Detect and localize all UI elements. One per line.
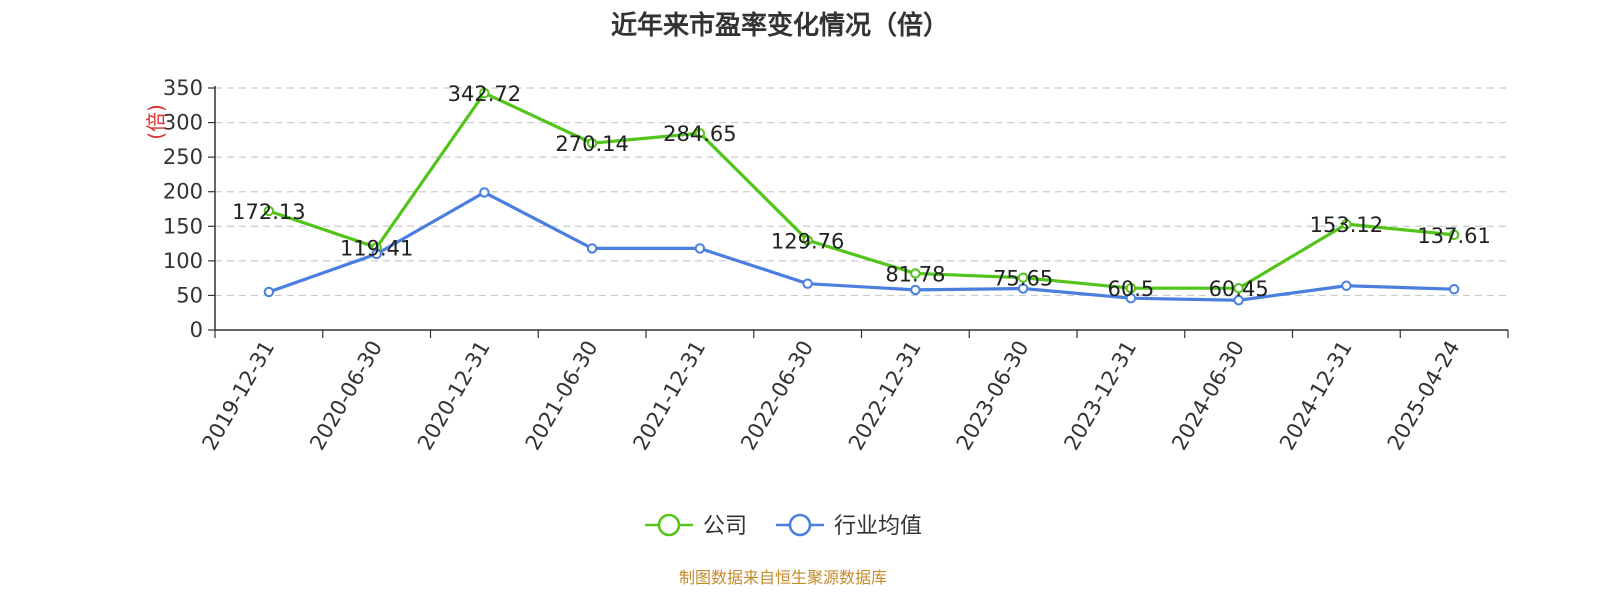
grid-lines bbox=[215, 87, 1508, 297]
series-line-0 bbox=[268, 91, 1455, 290]
legend-label: 公司 bbox=[703, 514, 747, 539]
x-tick-label: 2021-06-30 bbox=[521, 337, 603, 455]
legend-label: 行业均值 bbox=[834, 514, 922, 539]
data-point[interactable] bbox=[586, 138, 598, 149]
y-tick-label: 200 bbox=[163, 180, 203, 204]
data-point[interactable] bbox=[802, 278, 813, 289]
data-label: 60.5 bbox=[1107, 277, 1154, 301]
data-point[interactable] bbox=[1017, 283, 1029, 294]
legend-marker-icon bbox=[657, 513, 681, 537]
data-point[interactable] bbox=[1233, 283, 1244, 294]
data-point[interactable] bbox=[802, 235, 813, 246]
x-tick-label: 2019-12-31 bbox=[197, 337, 279, 455]
data-point[interactable] bbox=[694, 127, 706, 139]
source-note: 制图数据来自恒生聚源数据库 bbox=[679, 568, 887, 587]
data-point[interactable] bbox=[1448, 284, 1460, 295]
y-tick-label: 0 bbox=[190, 318, 203, 342]
data-point[interactable] bbox=[479, 87, 490, 99]
data-label: 153.12 bbox=[1310, 213, 1383, 237]
y-tick-label: 50 bbox=[176, 283, 203, 307]
legend-marker-icon bbox=[788, 513, 812, 537]
data-point[interactable] bbox=[1233, 295, 1244, 306]
series-lines bbox=[263, 87, 1460, 306]
data-label: 137.61 bbox=[1417, 224, 1490, 248]
legend-item-1[interactable]: 行业均值 bbox=[776, 513, 922, 539]
x-tick-label: 2024-12-31 bbox=[1275, 337, 1357, 455]
data-point[interactable] bbox=[1125, 282, 1137, 294]
data-point[interactable] bbox=[1448, 229, 1460, 241]
data-point[interactable] bbox=[910, 268, 921, 279]
x-tick-label: 2022-12-31 bbox=[844, 337, 926, 455]
y-axis-label: (倍) bbox=[144, 104, 168, 140]
x-tick-label: 2025-04-24 bbox=[1383, 337, 1465, 455]
data-label: 172.13 bbox=[232, 200, 305, 224]
y-tick-label: 300 bbox=[163, 111, 203, 135]
data-point[interactable] bbox=[263, 205, 275, 217]
y-tick-label: 250 bbox=[163, 145, 203, 169]
data-point[interactable] bbox=[479, 187, 490, 198]
series-line-1 bbox=[268, 190, 1455, 302]
data-label: 60.45 bbox=[1209, 277, 1269, 301]
data-label: 270.14 bbox=[555, 132, 628, 156]
y-tick-label: 150 bbox=[163, 214, 203, 238]
data-point[interactable] bbox=[586, 243, 598, 254]
data-point[interactable] bbox=[1341, 218, 1352, 230]
x-tick-label: 2023-12-31 bbox=[1059, 337, 1141, 455]
data-point[interactable] bbox=[910, 284, 921, 296]
data-label: 75.65 bbox=[993, 267, 1053, 291]
y-tick-label: 350 bbox=[163, 76, 203, 100]
data-point[interactable] bbox=[694, 243, 706, 254]
data-point[interactable] bbox=[1125, 292, 1137, 304]
legend-item-0[interactable]: 公司 bbox=[645, 513, 747, 539]
data-point[interactable] bbox=[371, 248, 382, 260]
legend[interactable]: 公司 行业均值 bbox=[645, 513, 922, 539]
data-point[interactable] bbox=[1017, 272, 1029, 283]
x-tick-label: 2020-12-31 bbox=[413, 337, 495, 455]
x-tick-label: 2023-06-30 bbox=[952, 337, 1034, 455]
chart-title: 近年来市盈率变化情况（倍） bbox=[611, 10, 949, 41]
axes: 0 50 100 150 200 250 300 350 2019-12-31 2020-06-3… bbox=[163, 76, 1509, 455]
x-tick-label: 2024-06-30 bbox=[1167, 337, 1249, 455]
data-label: 129.76 bbox=[771, 229, 844, 253]
data-label: 119.41 bbox=[340, 236, 413, 260]
data-point[interactable] bbox=[263, 286, 275, 298]
data-labels: 172.13 119.41 342.72 270.14 284.65 129.76 81.7… bbox=[232, 82, 1491, 301]
x-tick-label: 2021-12-31 bbox=[628, 337, 710, 455]
data-label: 342.72 bbox=[448, 82, 521, 106]
x-tick-label: 2020-06-30 bbox=[305, 337, 387, 455]
y-tick-label: 100 bbox=[163, 249, 203, 273]
data-label: 81.78 bbox=[885, 262, 945, 286]
x-tick-label: 2022-06-30 bbox=[736, 337, 818, 455]
data-label: 284.65 bbox=[663, 122, 736, 146]
data-point[interactable] bbox=[1341, 280, 1352, 291]
